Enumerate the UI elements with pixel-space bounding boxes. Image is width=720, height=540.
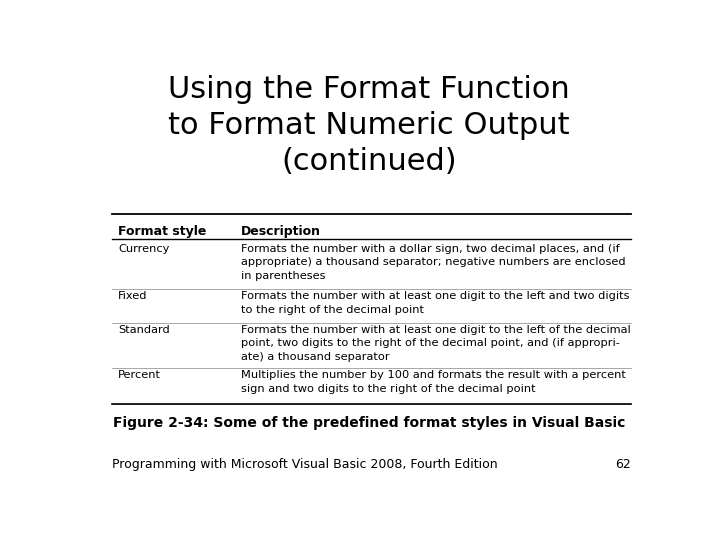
Text: Formats the number with at least one digit to the left of the decimal
point, two: Formats the number with at least one dig… [240,325,631,362]
Text: Standard: Standard [118,325,170,335]
Text: Formats the number with a dollar sign, two decimal places, and (if
appropriate) : Formats the number with a dollar sign, t… [240,244,625,281]
Text: 62: 62 [616,458,631,471]
Text: Formats the number with at least one digit to the left and two digits
to the rig: Formats the number with at least one dig… [240,292,629,315]
Text: Using the Format Function
to Format Numeric Output
(continued): Using the Format Function to Format Nume… [168,75,570,176]
Text: Currency: Currency [118,244,169,254]
Text: Fixed: Fixed [118,292,148,301]
Text: Description: Description [240,225,320,238]
Text: Multiplies the number by 100 and formats the result with a percent
sign and two : Multiplies the number by 100 and formats… [240,370,626,394]
Text: Percent: Percent [118,370,161,380]
Text: Programming with Microsoft Visual Basic 2008, Fourth Edition: Programming with Microsoft Visual Basic … [112,458,498,471]
Text: Format style: Format style [118,225,206,238]
Text: Figure 2-34: Some of the predefined format styles in Visual Basic: Figure 2-34: Some of the predefined form… [113,416,625,430]
